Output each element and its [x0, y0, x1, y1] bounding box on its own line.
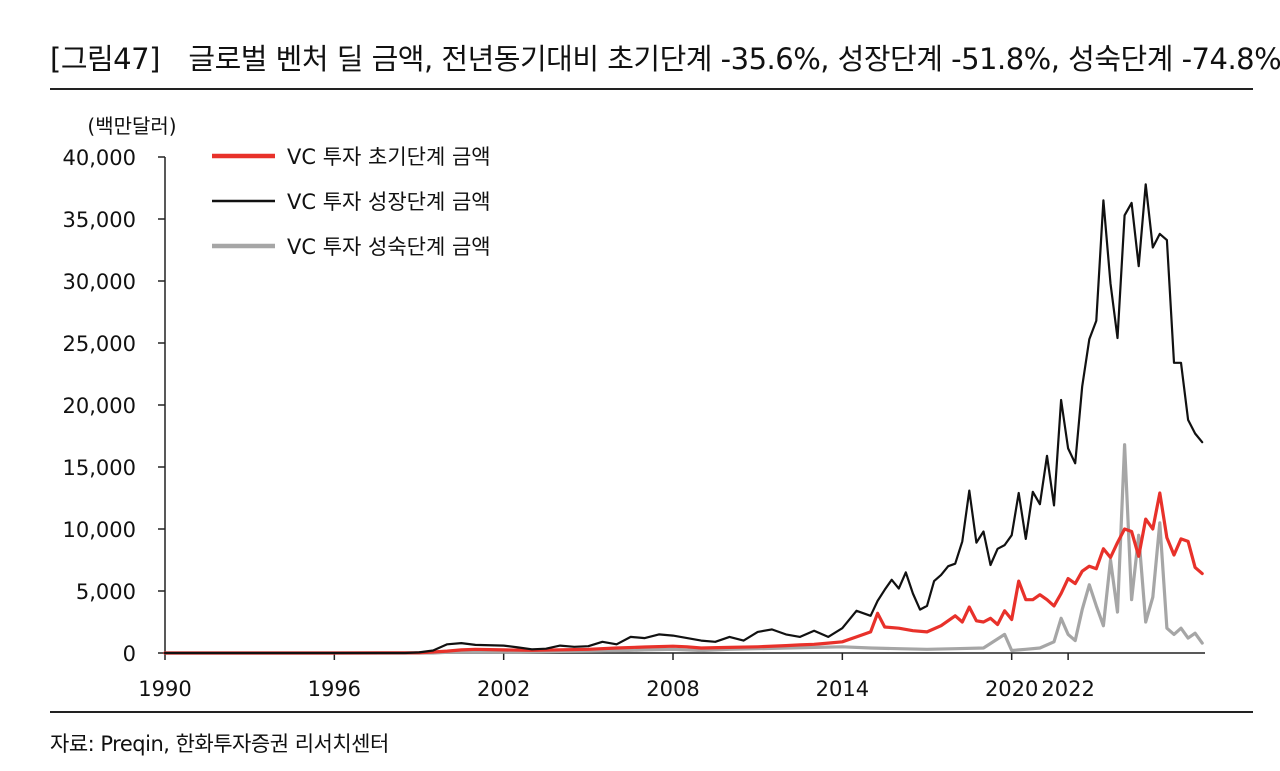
y-tick-label: 15,000 — [63, 456, 136, 480]
y-tick-label: 30,000 — [63, 270, 136, 294]
y-tick-label: 10,000 — [63, 518, 136, 542]
x-tick-label: 1990 — [138, 677, 191, 701]
legend-label: VC 투자 초기단계 금액 — [287, 145, 491, 169]
y-unit-label: (백만달러) — [87, 114, 176, 138]
title-divider — [50, 88, 1253, 90]
x-tick-label: 2020 — [985, 677, 1038, 701]
x-tick-label: 2014 — [816, 677, 869, 701]
y-tick-label: 20,000 — [63, 394, 136, 418]
legend-label: VC 투자 성장단계 금액 — [287, 190, 491, 214]
x-tick-label: 2022 — [1041, 677, 1094, 701]
y-tick-label: 40,000 — [63, 146, 136, 170]
x-tick-label: 1996 — [308, 677, 361, 701]
y-tick-label: 5,000 — [76, 580, 136, 604]
y-tick-label: 35,000 — [63, 208, 136, 232]
chart-title: [그림47] 글로벌 벤처 딜 금액, 전년동기대비 초기단계 -35.6%, … — [50, 42, 1280, 76]
footer-divider — [50, 711, 1253, 713]
series-line — [163, 443, 1204, 655]
y-tick-label: 25,000 — [63, 332, 136, 356]
source-note: 자료: Preqin, 한화투자증권 리서치센터 — [50, 732, 389, 756]
series-line — [163, 491, 1204, 655]
y-tick-label: 0 — [123, 642, 136, 666]
legend-label: VC 투자 성숙단계 금액 — [287, 235, 491, 259]
x-tick-label: 2002 — [477, 677, 530, 701]
x-tick-label: 2008 — [646, 677, 699, 701]
series-line — [163, 183, 1204, 655]
